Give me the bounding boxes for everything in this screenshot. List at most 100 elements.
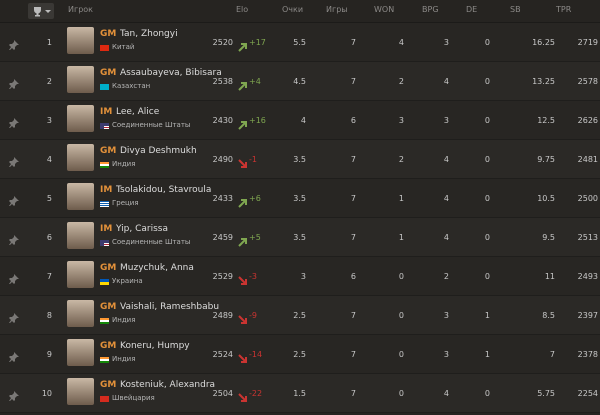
de-value: 0 <box>484 155 490 164</box>
country-flag <box>100 396 109 402</box>
column-header[interactable]: TPR <box>556 5 572 14</box>
points-value: 4.5 <box>293 77 306 86</box>
player-avatar <box>67 66 94 93</box>
won-value: 2 <box>398 155 404 164</box>
rating-down-icon <box>238 388 248 407</box>
rank: 10 <box>41 389 52 398</box>
points-value: 4 <box>300 116 306 125</box>
bpg-value: 4 <box>443 389 449 398</box>
bpg-value: 3 <box>443 38 449 47</box>
player-name[interactable]: Tsolakidou, Stavroula <box>116 185 212 195</box>
elo-value: 2433 <box>212 194 233 203</box>
country-flag <box>100 123 109 129</box>
player-title: GM <box>100 341 117 351</box>
de-value: 0 <box>484 233 490 242</box>
trophy-icon <box>34 7 51 17</box>
player-avatar <box>67 27 94 54</box>
bpg-value: 4 <box>443 77 449 86</box>
rating-down-icon <box>238 310 248 329</box>
country-name: Индия <box>112 160 136 168</box>
country-flag <box>100 84 109 90</box>
player-name[interactable]: Vaishali, Rameshbabu <box>120 302 220 312</box>
country-flag <box>100 45 109 51</box>
pin-icon[interactable] <box>9 230 19 249</box>
elo-value: 2529 <box>212 272 233 281</box>
rating-change: -14 <box>249 350 263 359</box>
rank: 4 <box>46 155 52 164</box>
rating-down-icon <box>238 154 248 173</box>
games-value: 7 <box>350 194 356 203</box>
rating-change: -22 <box>249 389 263 398</box>
points-value: 2.5 <box>293 311 306 320</box>
column-header: Игрок <box>68 5 93 14</box>
player-avatar <box>67 144 94 171</box>
country-flag <box>100 162 109 168</box>
elo-value: 2538 <box>212 77 233 86</box>
pin-icon[interactable] <box>9 347 19 366</box>
rating-change: -3 <box>249 272 257 281</box>
player-name[interactable]: Koneru, Humpy <box>120 341 190 351</box>
player-name[interactable]: Tan, Zhongyi <box>120 29 178 39</box>
games-value: 7 <box>350 77 356 86</box>
games-value: 7 <box>350 350 356 359</box>
rank: 6 <box>46 233 52 242</box>
elo-value: 2430 <box>212 116 233 125</box>
elo-value: 2489 <box>212 311 233 320</box>
country-name: Украина <box>112 277 143 285</box>
pin-icon[interactable] <box>9 152 19 171</box>
player-name[interactable]: Kosteniuk, Alexandra <box>120 380 216 390</box>
rating-change: -9 <box>249 311 257 320</box>
column-header[interactable]: DE <box>466 5 478 14</box>
table-row <box>0 296 600 335</box>
rating-change: +4 <box>249 77 261 86</box>
pin-icon[interactable] <box>9 113 19 132</box>
table-row <box>0 179 600 218</box>
country-flag <box>100 279 109 285</box>
points-value: 5.5 <box>293 38 306 47</box>
games-value: 7 <box>350 311 356 320</box>
table-header <box>0 0 600 23</box>
bpg-value: 2 <box>443 272 449 281</box>
elo-value: 2504 <box>212 389 233 398</box>
de-value: 0 <box>484 389 490 398</box>
sort-button[interactable] <box>28 3 54 19</box>
rank: 5 <box>46 194 52 203</box>
column-header[interactable]: BPG <box>422 5 439 14</box>
pin-icon[interactable] <box>9 386 19 405</box>
points-value: 3.5 <box>293 194 306 203</box>
column-header[interactable]: Игры <box>326 5 348 14</box>
sb-value: 10.5 <box>537 194 555 203</box>
pin-icon[interactable] <box>9 308 19 327</box>
player-title: GM <box>100 263 117 273</box>
player-name[interactable]: Muzychuk, Anna <box>120 263 194 273</box>
country-name: Индия <box>112 355 136 363</box>
de-value: 1 <box>484 311 490 320</box>
rank: 9 <box>46 350 52 359</box>
tpr-value: 2626 <box>577 116 598 125</box>
sb-value: 16.25 <box>532 38 555 47</box>
de-value: 0 <box>484 77 490 86</box>
rating-up-icon <box>238 193 248 212</box>
pin-icon[interactable] <box>9 191 19 210</box>
player-avatar <box>67 378 94 405</box>
column-header[interactable]: WON <box>374 5 395 14</box>
games-value: 7 <box>350 38 356 47</box>
de-value: 0 <box>484 38 490 47</box>
points-value: 2.5 <box>293 350 306 359</box>
rating-change: -1 <box>249 155 257 164</box>
player-name[interactable]: Yip, Carissa <box>116 224 169 234</box>
column-header[interactable]: SB <box>510 5 521 14</box>
games-value: 7 <box>350 155 356 164</box>
column-header[interactable]: Elo <box>236 5 249 14</box>
won-value: 4 <box>398 38 404 47</box>
player-name[interactable]: Divya Deshmukh <box>120 146 197 156</box>
bpg-value: 4 <box>443 155 449 164</box>
won-value: 0 <box>398 311 404 320</box>
rating-change: +17 <box>249 38 266 47</box>
column-header[interactable]: Очки <box>282 5 304 14</box>
pin-icon[interactable] <box>9 35 19 54</box>
pin-icon[interactable] <box>9 269 19 288</box>
player-name[interactable]: Assaubayeva, Bibisara <box>120 68 222 78</box>
pin-icon[interactable] <box>9 74 19 93</box>
player-name[interactable]: Lee, Alice <box>116 107 160 117</box>
